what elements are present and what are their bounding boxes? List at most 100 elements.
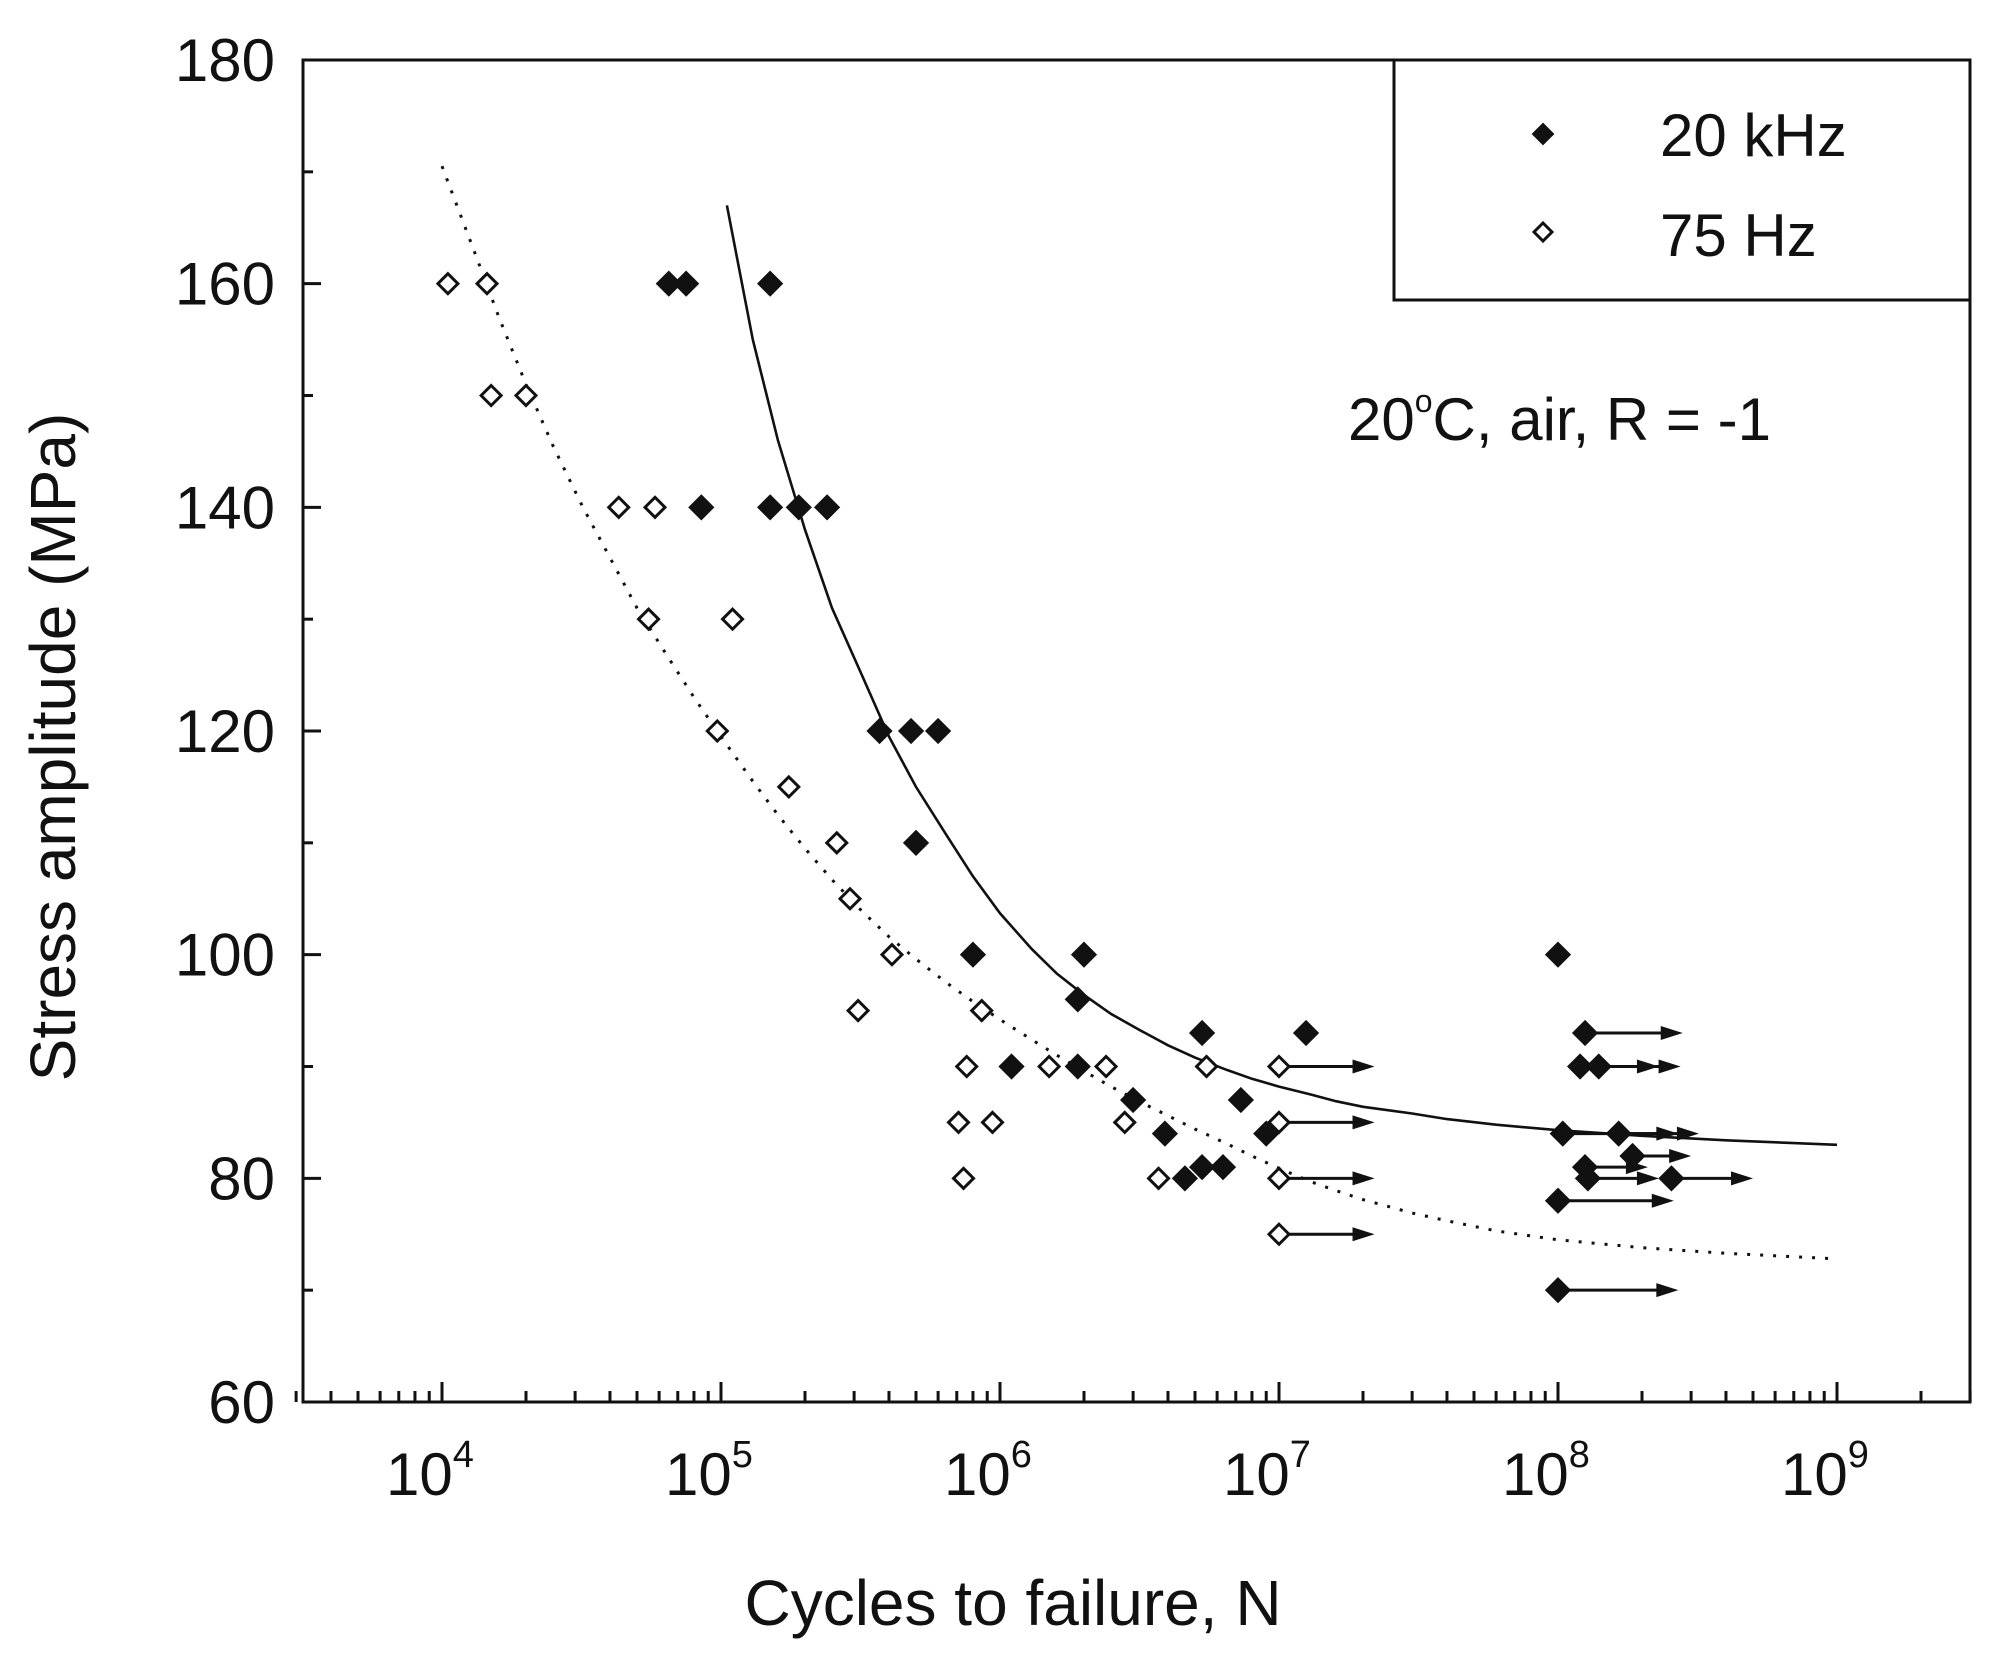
point-20khz-runout [1619,1142,1646,1170]
point-75hz [479,383,504,408]
point-75hz [776,774,801,800]
point-75hz [1037,1054,1062,1079]
point-20khz [655,270,682,297]
x-axis-label: Cycles to failure, N [744,1567,1281,1639]
point-20khz-runout [1571,1019,1599,1047]
point-20khz [1188,1019,1216,1047]
x-tick-exponent: 6 [1011,1434,1032,1476]
runout-arrowhead [1636,1171,1659,1186]
point-75hz [954,1054,979,1079]
x-tick-exponent: 4 [453,1434,474,1476]
x-tick-label: 106 [944,1434,1032,1508]
point-75hz-runout [1266,1222,1292,1247]
fit-curves [440,165,1838,1261]
y-tick-label: 160 [175,251,275,318]
point-75hz [1112,1110,1137,1135]
x-tick-base: 10 [944,1441,1011,1508]
runout-arrowhead [1352,1171,1375,1186]
point-20khz-runout [1605,1120,1632,1147]
legend-marker-75hz [1531,220,1555,244]
runout-arrowhead [1660,1025,1683,1040]
point-20khz [998,1053,1025,1080]
legend-marker-20khz [1531,122,1555,146]
point-20khz [902,829,930,856]
point-20khz [1064,1053,1091,1080]
y-tick-label: 80 [208,1145,275,1212]
y-tick-label: 180 [175,27,275,94]
x-tick-label: 104 [386,1434,474,1508]
x-tick-label: 105 [665,1434,753,1508]
point-20khz [1253,1120,1280,1147]
point-75hz [837,886,863,911]
point-20khz [1188,1154,1216,1181]
point-20khz [757,270,784,297]
point-20khz [1119,1086,1147,1114]
legend: 20 kHz 75 Hz [1392,58,1972,302]
x-tick-base: 10 [1781,1441,1848,1508]
point-75hz [636,607,661,632]
runout-arrowhead [1731,1171,1754,1186]
point-20khz-runout [1585,1053,1612,1080]
x-tick-base: 10 [665,1441,732,1508]
x-axis-ticks: 104 105 106 107 108 109 [294,1382,1972,1508]
point-75hz-runout [1266,1166,1292,1191]
point-75hz-runout [1266,1054,1292,1079]
runout-arrowhead [1656,1283,1679,1298]
legend-box [1392,58,1972,302]
runout-arrowhead [1669,1148,1692,1163]
annotation-temperature: 20 [1348,386,1415,453]
point-75hz [845,998,871,1023]
point-20khz [897,717,925,745]
x-tick-exponent: 9 [1848,1434,1869,1476]
point-75hz [720,607,745,632]
point-75hz [606,495,631,520]
point-20khz [1209,1154,1237,1181]
point-75hz [980,1110,1005,1135]
data-points [435,270,1685,1304]
point-75hz [1093,1054,1119,1079]
runout-arrowhead [1658,1059,1681,1074]
point-20khz [959,941,987,968]
annotation-degree: o [1415,383,1433,419]
point-20khz-runout [1544,1187,1572,1214]
x-tick-label: 107 [1223,1434,1311,1508]
runout-arrowhead [1676,1126,1699,1141]
point-20khz [1151,1120,1179,1147]
point-20khz [1171,1165,1199,1192]
point-75hz [946,1110,971,1135]
point-75hz [824,830,849,855]
y-tick-label: 120 [175,698,275,765]
point-75hz [1146,1166,1171,1191]
point-20khz [866,717,893,745]
x-tick-base: 10 [1223,1441,1290,1508]
point-75hz [969,998,994,1023]
y-tick-label: 140 [175,474,275,541]
y-tick-label: 100 [175,922,275,989]
runout-arrowhead [1352,1059,1375,1074]
point-20khz-runout [1566,1053,1594,1080]
point-75hz [642,495,668,520]
point-75hz [1194,1054,1219,1079]
point-20khz [688,494,715,521]
runout-arrowhead [1352,1227,1375,1242]
runout-arrows [1279,1025,1754,1298]
point-20khz-runout [1574,1165,1602,1192]
fit-curve-20khz [725,205,1838,1147]
point-75hz [705,718,730,744]
point-20khz [757,494,784,521]
point-20khz [813,494,841,521]
y-tick-label: 60 [208,1369,275,1436]
point-20khz [1070,941,1098,968]
x-tick-base: 10 [386,1441,453,1508]
annotation-conditions: C, air, R = -1 [1433,386,1771,453]
x-tick-exponent: 5 [732,1434,753,1476]
point-75hz [513,383,539,408]
x-tick-base: 10 [1502,1441,1569,1508]
legend-label-20khz: 20 kHz [1660,102,1847,169]
point-20khz [1064,986,1091,1013]
point-20khz [785,494,812,521]
y-axis-ticks: 60 80 100 120 140 160 180 [175,27,321,1436]
y-axis-label: Stress amplitude (MPa) [17,413,89,1082]
point-75hz [474,271,500,296]
